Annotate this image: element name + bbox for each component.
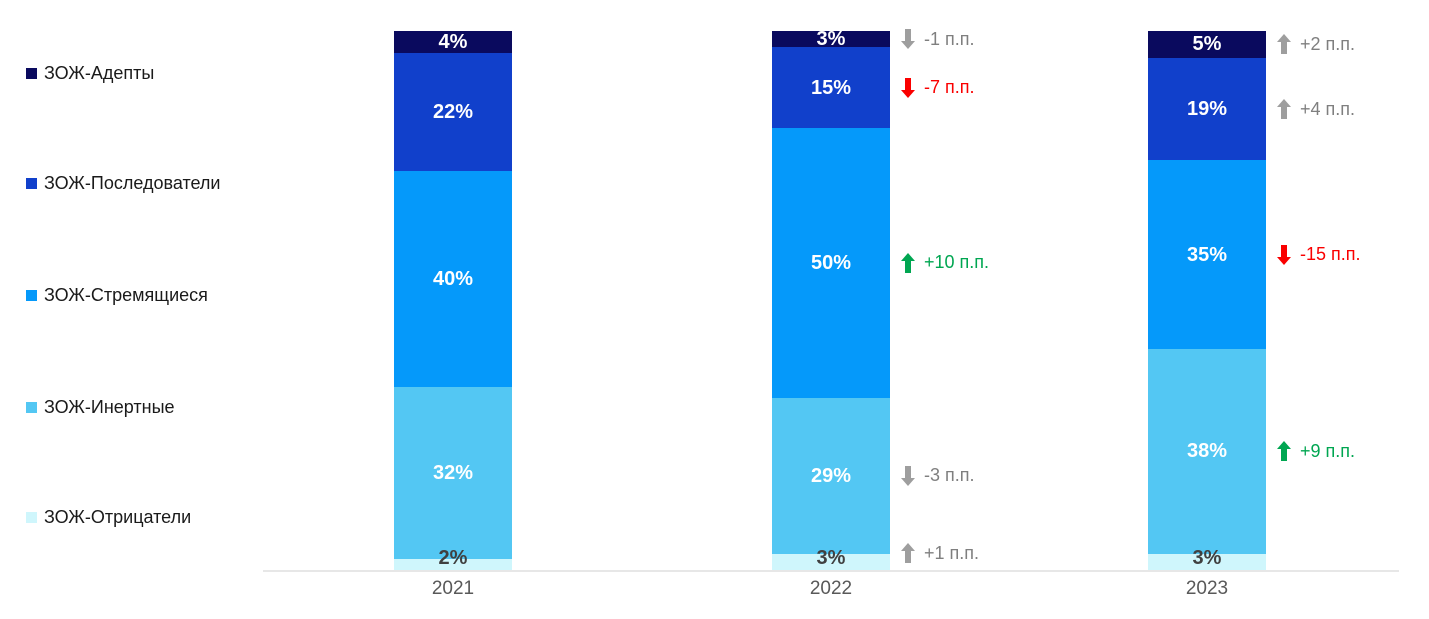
bar-segment-2021-series3: 40% [394,171,512,387]
arrow-down-icon [901,77,915,98]
legend-label: ЗОЖ-Инертные [44,396,175,417]
x-axis-line [263,570,1399,572]
delta-annotation-2022-series3: +10 п.п. [901,249,989,277]
delta-annotation-2022-series2: -7 п.п. [901,74,975,102]
bar-segment-2022-series4: 29% [772,397,890,554]
bar-segment-2021-series5: 2% [394,547,512,570]
bar-segment-2023-series1: 5% [1148,31,1266,58]
legend-swatch-icon [26,289,37,301]
delta-value-label: -15 п.п. [1300,244,1361,265]
bar-segment-2021-series4: 32% [394,386,512,560]
legend-item-1: ЗОЖ-Адепты [26,61,154,85]
bar-segment-2021-series2: 22% [394,52,512,172]
segment-value-label: 40% [432,267,474,290]
bar-segment-2023-series2: 19% [1148,57,1266,161]
arrow-down-icon [901,465,915,486]
bar-segment-2021-series1: 4% [394,31,512,53]
delta-annotation-2023-series3: -15 п.п. [1277,241,1361,269]
segment-value-label: 3% [816,546,846,569]
segment-value-label: 50% [810,251,852,274]
segment-value-label: 19% [1186,98,1228,121]
arrow-down-icon [1277,244,1291,265]
delta-annotation-2022-series4: -3 п.п. [901,462,975,490]
delta-annotation-2023-series4: +9 п.п. [1277,437,1355,465]
segment-value-label: 4% [438,30,468,53]
x-axis-tick-label: 2023 [1185,578,1229,599]
legend-item-2: ЗОЖ-Последователи [26,171,220,195]
legend-swatch-icon [26,177,37,189]
segment-value-label: 29% [810,464,852,487]
segment-value-label: 3% [1192,546,1222,569]
legend-swatch-icon [26,401,37,413]
arrow-down-icon [901,29,915,50]
legend-label: ЗОЖ-Стремящиеся [44,284,208,305]
delta-annotation-2022-series5: +1 п.п. [901,539,979,567]
delta-annotation-2022-series1: -1 п.п. [901,25,975,53]
bar-segment-2022-series3: 50% [772,128,890,398]
arrow-up-icon [1277,34,1291,55]
segment-value-label: 15% [810,76,852,99]
legend-label: ЗОЖ-Адепты [44,62,155,83]
x-axis-tick-label: 2022 [809,578,853,599]
delta-value-label: +10 п.п. [924,252,990,273]
legend-item-5: ЗОЖ-Отрицатели [26,505,191,529]
arrow-up-icon [901,252,915,273]
bar-segment-2022-series1: 3% [772,28,890,51]
delta-value-label: -7 п.п. [924,77,975,98]
delta-annotation-2023-series1: +2 п.п. [1277,30,1355,58]
arrow-up-icon [1277,441,1291,462]
bar-segment-2022-series5: 3% [772,547,890,570]
legend-item-4: ЗОЖ-Инертные [26,395,175,419]
segment-value-label: 3% [816,28,846,51]
legend-label: ЗОЖ-Последователи [44,172,221,193]
segment-value-label: 35% [1186,243,1228,266]
segment-value-label: 38% [1186,440,1228,463]
delta-value-label: +2 п.п. [1300,33,1356,54]
arrow-up-icon [1277,99,1291,120]
bar-segment-2023-series5: 3% [1148,547,1266,570]
legend-label: ЗОЖ-Отрицатели [44,506,192,527]
bar-segment-2022-series2: 15% [772,47,890,128]
segment-value-label: 22% [432,100,474,123]
segment-value-label: 2% [438,546,468,569]
delta-value-label: +4 п.п. [1300,98,1356,119]
arrow-up-icon [901,543,915,563]
legend-swatch-icon [26,67,37,79]
legend-item-3: ЗОЖ-Стремящиеся [26,283,208,307]
delta-annotation-2023-series2: +4 п.п. [1277,95,1355,123]
segment-value-label: 32% [432,461,474,484]
delta-value-label: -3 п.п. [924,465,975,486]
segment-value-label: 5% [1192,33,1222,56]
legend-swatch-icon [26,511,37,523]
delta-value-label: +9 п.п. [1300,440,1356,461]
bar-segment-2023-series4: 38% [1148,349,1266,554]
delta-value-label: -1 п.п. [924,28,975,49]
delta-value-label: +1 п.п. [924,542,980,563]
bar-segment-2023-series3: 35% [1148,160,1266,349]
x-axis-tick-label: 2021 [431,578,475,599]
